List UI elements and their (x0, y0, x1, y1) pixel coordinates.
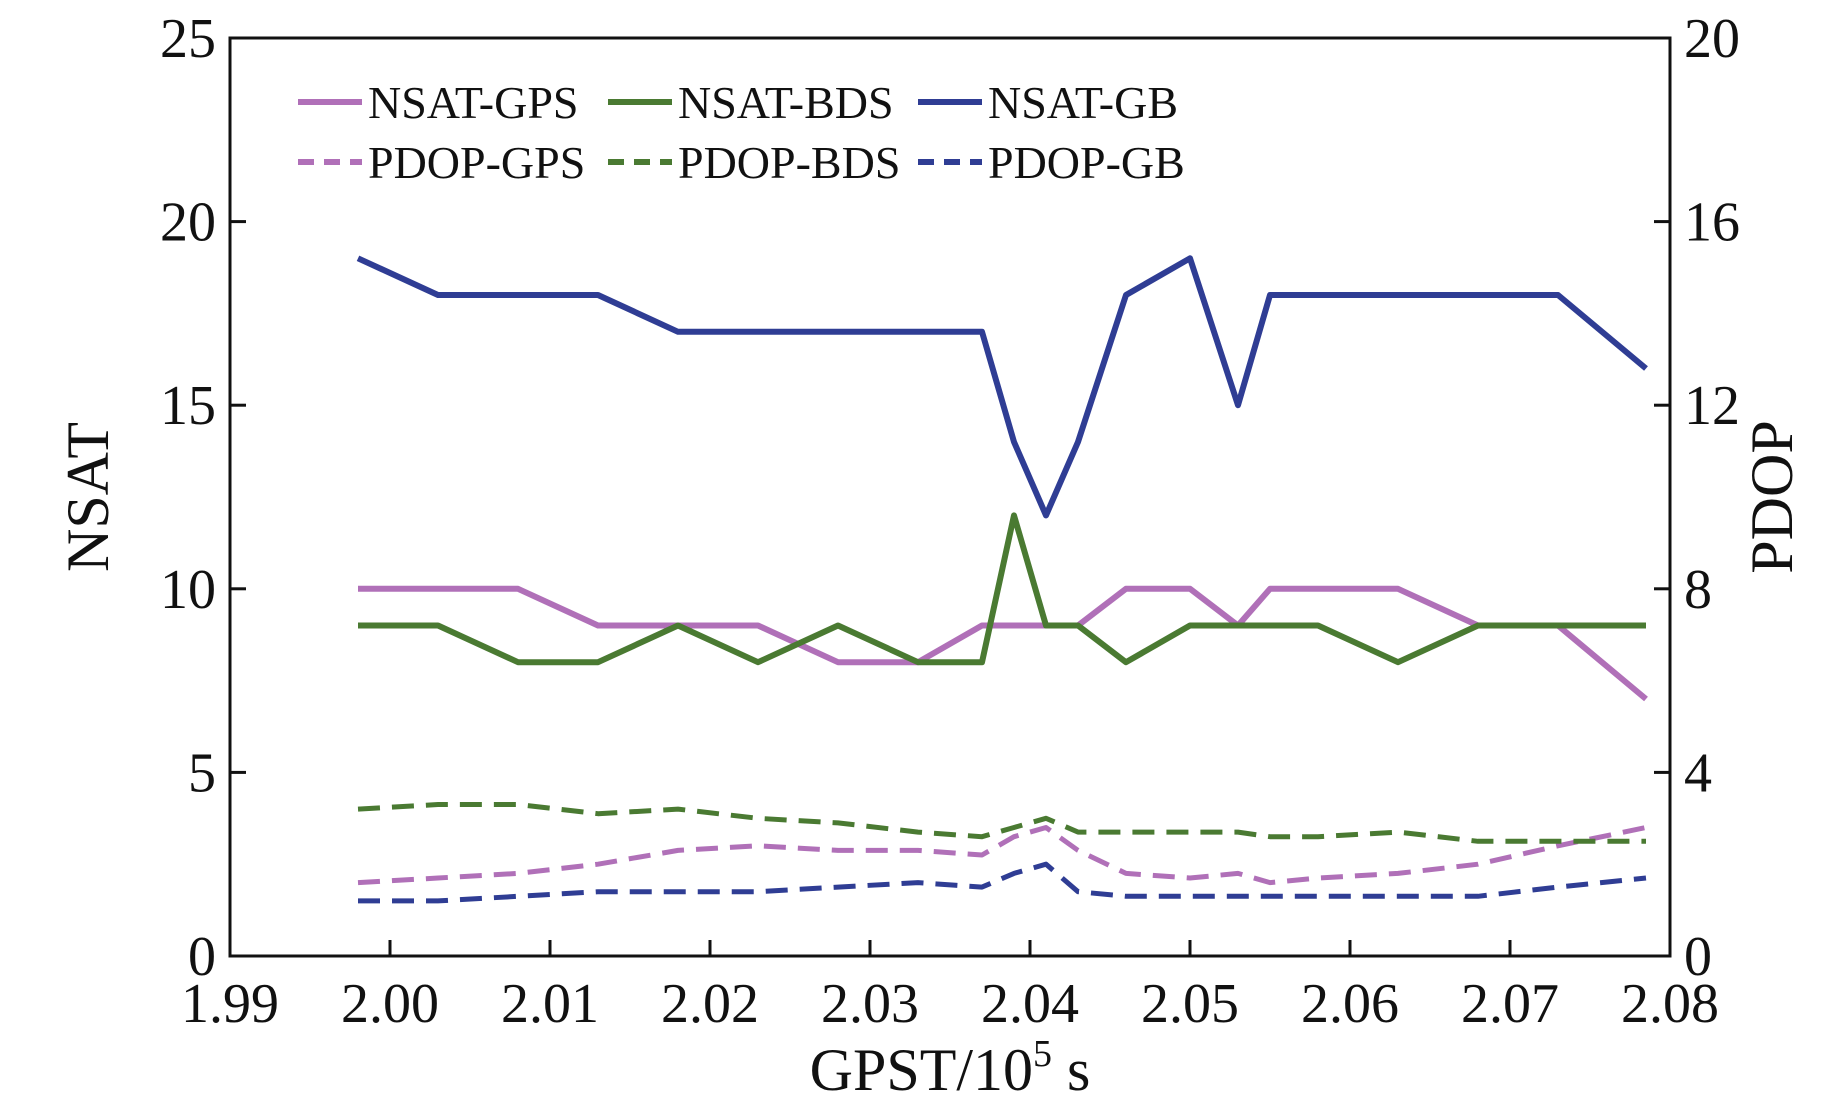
legend: NSAT-GPS NSAT-BDS NSAT-GB PDOP-GPS PDOP-BDS P… (298, 77, 1185, 188)
x-tick-label: 2.06 (1301, 973, 1399, 1035)
legend-label: PDOP-GPS (368, 137, 585, 188)
x-axis-title-main: GPST/10 (810, 1037, 1033, 1103)
y-tick-label: 25 (160, 8, 216, 70)
series-line-pdop-bds (357, 802, 1646, 844)
plot-frame (228, 36, 1672, 958)
x-tick-label: 2.08 (1621, 973, 1719, 1035)
x-tick-label: 2.03 (821, 973, 919, 1035)
x-tick-label: 1.99 (181, 973, 279, 1035)
legend-label: PDOP-BDS (678, 137, 900, 188)
legend-label: PDOP-GB (988, 137, 1185, 188)
x-tick-label: 2.07 (1461, 973, 1559, 1035)
series-line-pdop-gps (357, 825, 1647, 886)
ticks-layer: 1.99 2.00 2.01 2.02 2.03 2.04 2.05 2.06 2.07 2.08… (160, 8, 1740, 1035)
y2-tick-label: 0 (1684, 926, 1712, 988)
x-axis-title-superscript: 5 (1033, 1033, 1052, 1075)
x-tick-label: 2.02 (661, 973, 759, 1035)
legend-label: NSAT-BDS (678, 77, 894, 128)
y2-axis-title: PDOP (1739, 420, 1805, 573)
series-line-nsat-gps (358, 585, 1648, 702)
x-tick-label: 2.01 (501, 973, 599, 1035)
series-line-nsat-bds (358, 512, 1646, 666)
x-tick-label: 2.05 (1141, 973, 1239, 1035)
x-tick-label: 2.04 (981, 973, 1079, 1035)
y-axis-title: NSAT (55, 422, 121, 572)
series-line-nsat-gb (356, 255, 1648, 519)
legend-label: NSAT-GPS (368, 77, 579, 128)
legend-label: NSAT-GB (988, 77, 1178, 128)
y2-tick-label: 8 (1684, 559, 1712, 621)
y2-tick-label: 12 (1684, 375, 1740, 437)
x-tick-label: 2.00 (341, 973, 439, 1035)
y2-tick-label: 4 (1684, 742, 1712, 804)
y-tick-label: 15 (160, 375, 216, 437)
y-tick-label: 10 (160, 559, 216, 621)
series-line-pdop-gb (358, 861, 1647, 904)
y2-tick-label: 20 (1684, 8, 1740, 70)
y-tick-label: 0 (188, 926, 216, 988)
y-tick-label: 5 (188, 742, 216, 804)
x-axis-title-suffix: s (1052, 1037, 1090, 1103)
y-tick-label: 20 (160, 192, 216, 254)
x-axis-title: GPST/105 s (810, 1033, 1091, 1103)
y2-tick-label: 16 (1684, 192, 1740, 254)
series-layer (356, 255, 1648, 904)
